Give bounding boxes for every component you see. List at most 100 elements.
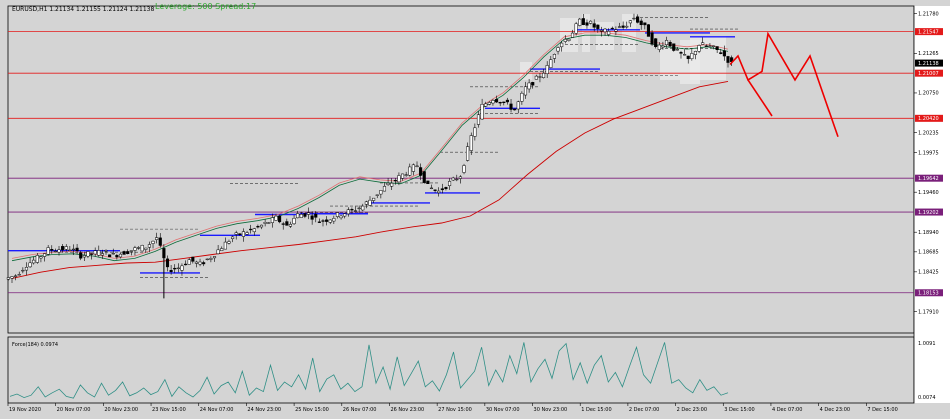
candle-body-23-0 bbox=[256, 226, 260, 228]
candle-body-9-2 bbox=[111, 253, 115, 255]
candle-body-50-1 bbox=[552, 54, 556, 59]
candle-body-3-2 bbox=[46, 247, 50, 255]
level-tag-label-4: 1.19202 bbox=[918, 210, 939, 216]
y-tick-label-15: 1.17910 bbox=[918, 309, 939, 315]
indicator-pane[interactable] bbox=[7, 336, 915, 404]
y-tick-label-4: 1.20750 bbox=[918, 91, 939, 97]
candle-body-5-2 bbox=[68, 249, 72, 252]
candle-body-30-0 bbox=[332, 218, 336, 222]
candle-body-58-2 bbox=[643, 22, 647, 26]
x-tick-label-12: 1 Dec 15:00 bbox=[581, 407, 611, 413]
candle-body-15-1 bbox=[173, 267, 177, 270]
candle-body-32-1 bbox=[357, 207, 361, 210]
horizontal-levels bbox=[8, 31, 914, 294]
candle-body-41-1 bbox=[455, 178, 459, 181]
candle-body-20-1 bbox=[227, 241, 231, 244]
candle-body-28-1 bbox=[314, 213, 318, 218]
candle-body-48-1 bbox=[531, 82, 535, 86]
projection-branch bbox=[747, 79, 773, 117]
candle-body-62-0 bbox=[679, 52, 683, 54]
candle-body-17-0 bbox=[191, 256, 195, 262]
candle-body-43-0 bbox=[473, 127, 477, 137]
candle-body-27-1 bbox=[303, 213, 307, 217]
candle-body-31-0 bbox=[343, 213, 347, 217]
force-tick-top: 1.0091 bbox=[918, 341, 936, 347]
candle-body-7-2 bbox=[89, 253, 94, 255]
y-tick-label-6: 1.20235 bbox=[918, 130, 939, 136]
candle-body-55-2 bbox=[610, 27, 614, 30]
y-tick-label-0: 1.21780 bbox=[918, 11, 939, 17]
candle-body-6-0 bbox=[71, 248, 76, 251]
x-tick-label-11: 30 Nov 23:00 bbox=[534, 407, 568, 413]
candle-body-39-2 bbox=[437, 190, 441, 194]
candle-body-6-1 bbox=[75, 247, 79, 252]
candle-body-46-0 bbox=[505, 99, 509, 103]
x-tick-label-5: 24 Nov 23:00 bbox=[247, 407, 281, 413]
candle-body-32-2 bbox=[361, 205, 365, 211]
symbol-info: EURUSD,H1 1.21134 1.21155 1.21124 1.2113… bbox=[12, 6, 154, 13]
candle-body-2-0 bbox=[28, 262, 32, 268]
candle-body-30-1 bbox=[335, 212, 340, 217]
candle-body-54-2 bbox=[599, 30, 603, 32]
candle-body-0-2 bbox=[14, 275, 18, 277]
x-tick-label-1: 20 Nov 07:00 bbox=[57, 407, 91, 413]
current-price-label: 1.21138 bbox=[918, 61, 939, 67]
candle-body-52-1 bbox=[574, 23, 578, 34]
candle-body-0-1 bbox=[10, 276, 14, 279]
candle-body-38-2 bbox=[426, 180, 430, 184]
candle-body-54-1 bbox=[596, 24, 600, 29]
candle-body-63-0 bbox=[690, 53, 694, 60]
candle-body-42-0 bbox=[462, 165, 466, 173]
candle-body-12-2 bbox=[144, 247, 148, 250]
x-tick-label-16: 4 Dec 07:00 bbox=[772, 407, 802, 413]
force-ticks: 1.0091 0.0074 bbox=[918, 341, 936, 401]
candle-body-38-1 bbox=[422, 171, 426, 183]
candle-body-1-1 bbox=[21, 269, 25, 272]
candle-body-8-1 bbox=[97, 250, 101, 256]
candle-body-34-2 bbox=[382, 186, 387, 192]
level-tag-2 bbox=[915, 114, 943, 122]
candle-body-36-0 bbox=[397, 175, 401, 183]
candle-body-7-0 bbox=[82, 255, 86, 258]
force-series bbox=[9, 342, 729, 399]
candle-body-47-2 bbox=[523, 86, 528, 96]
candle-body-57-0 bbox=[625, 25, 629, 28]
candle-body-66-1 bbox=[726, 56, 730, 63]
candle-body-66-0 bbox=[722, 50, 726, 57]
level-tag-1 bbox=[915, 69, 943, 77]
candle-body-56-2 bbox=[621, 25, 625, 28]
candle-body-50-0 bbox=[549, 59, 553, 68]
candle-body-57-2 bbox=[632, 17, 636, 20]
candle-body-39-0 bbox=[429, 187, 434, 189]
candle-body-49-2 bbox=[545, 65, 549, 74]
candle-body-24-2 bbox=[274, 215, 278, 221]
candle-body-8-2 bbox=[100, 253, 104, 256]
candle-body-59-2 bbox=[654, 38, 658, 47]
main-chart-pane[interactable] bbox=[7, 5, 915, 334]
candle-body-35-1 bbox=[390, 182, 394, 187]
candle-body-11-2 bbox=[133, 247, 137, 251]
highlight-zones bbox=[520, 14, 726, 84]
x-tick-label-3: 23 Nov 15:00 bbox=[152, 407, 186, 413]
candle-body-49-1 bbox=[542, 72, 546, 78]
candle-body-37-2 bbox=[415, 165, 419, 168]
candle-body-41-0 bbox=[451, 177, 455, 181]
candle-body-13-0 bbox=[147, 244, 151, 248]
current-price-tag bbox=[915, 59, 943, 67]
candle-body-51-2 bbox=[567, 38, 571, 41]
x-tick-label-4: 24 Nov 07:00 bbox=[200, 407, 234, 413]
candle-body-27-0 bbox=[299, 214, 303, 218]
candle-body-53-2 bbox=[589, 20, 593, 24]
candle-body-33-1 bbox=[368, 199, 372, 206]
candle-body-60-1 bbox=[661, 45, 665, 48]
candle-body-34-1 bbox=[379, 190, 383, 195]
candle-body-45-2 bbox=[502, 101, 506, 104]
candle-body-19-0 bbox=[212, 256, 217, 259]
candle-body-7-1 bbox=[86, 251, 90, 257]
ma-slow-line bbox=[11, 80, 729, 279]
candle-body-18-0 bbox=[202, 262, 206, 265]
candle-body-30-2 bbox=[339, 215, 343, 219]
candle-body-56-1 bbox=[617, 26, 622, 28]
